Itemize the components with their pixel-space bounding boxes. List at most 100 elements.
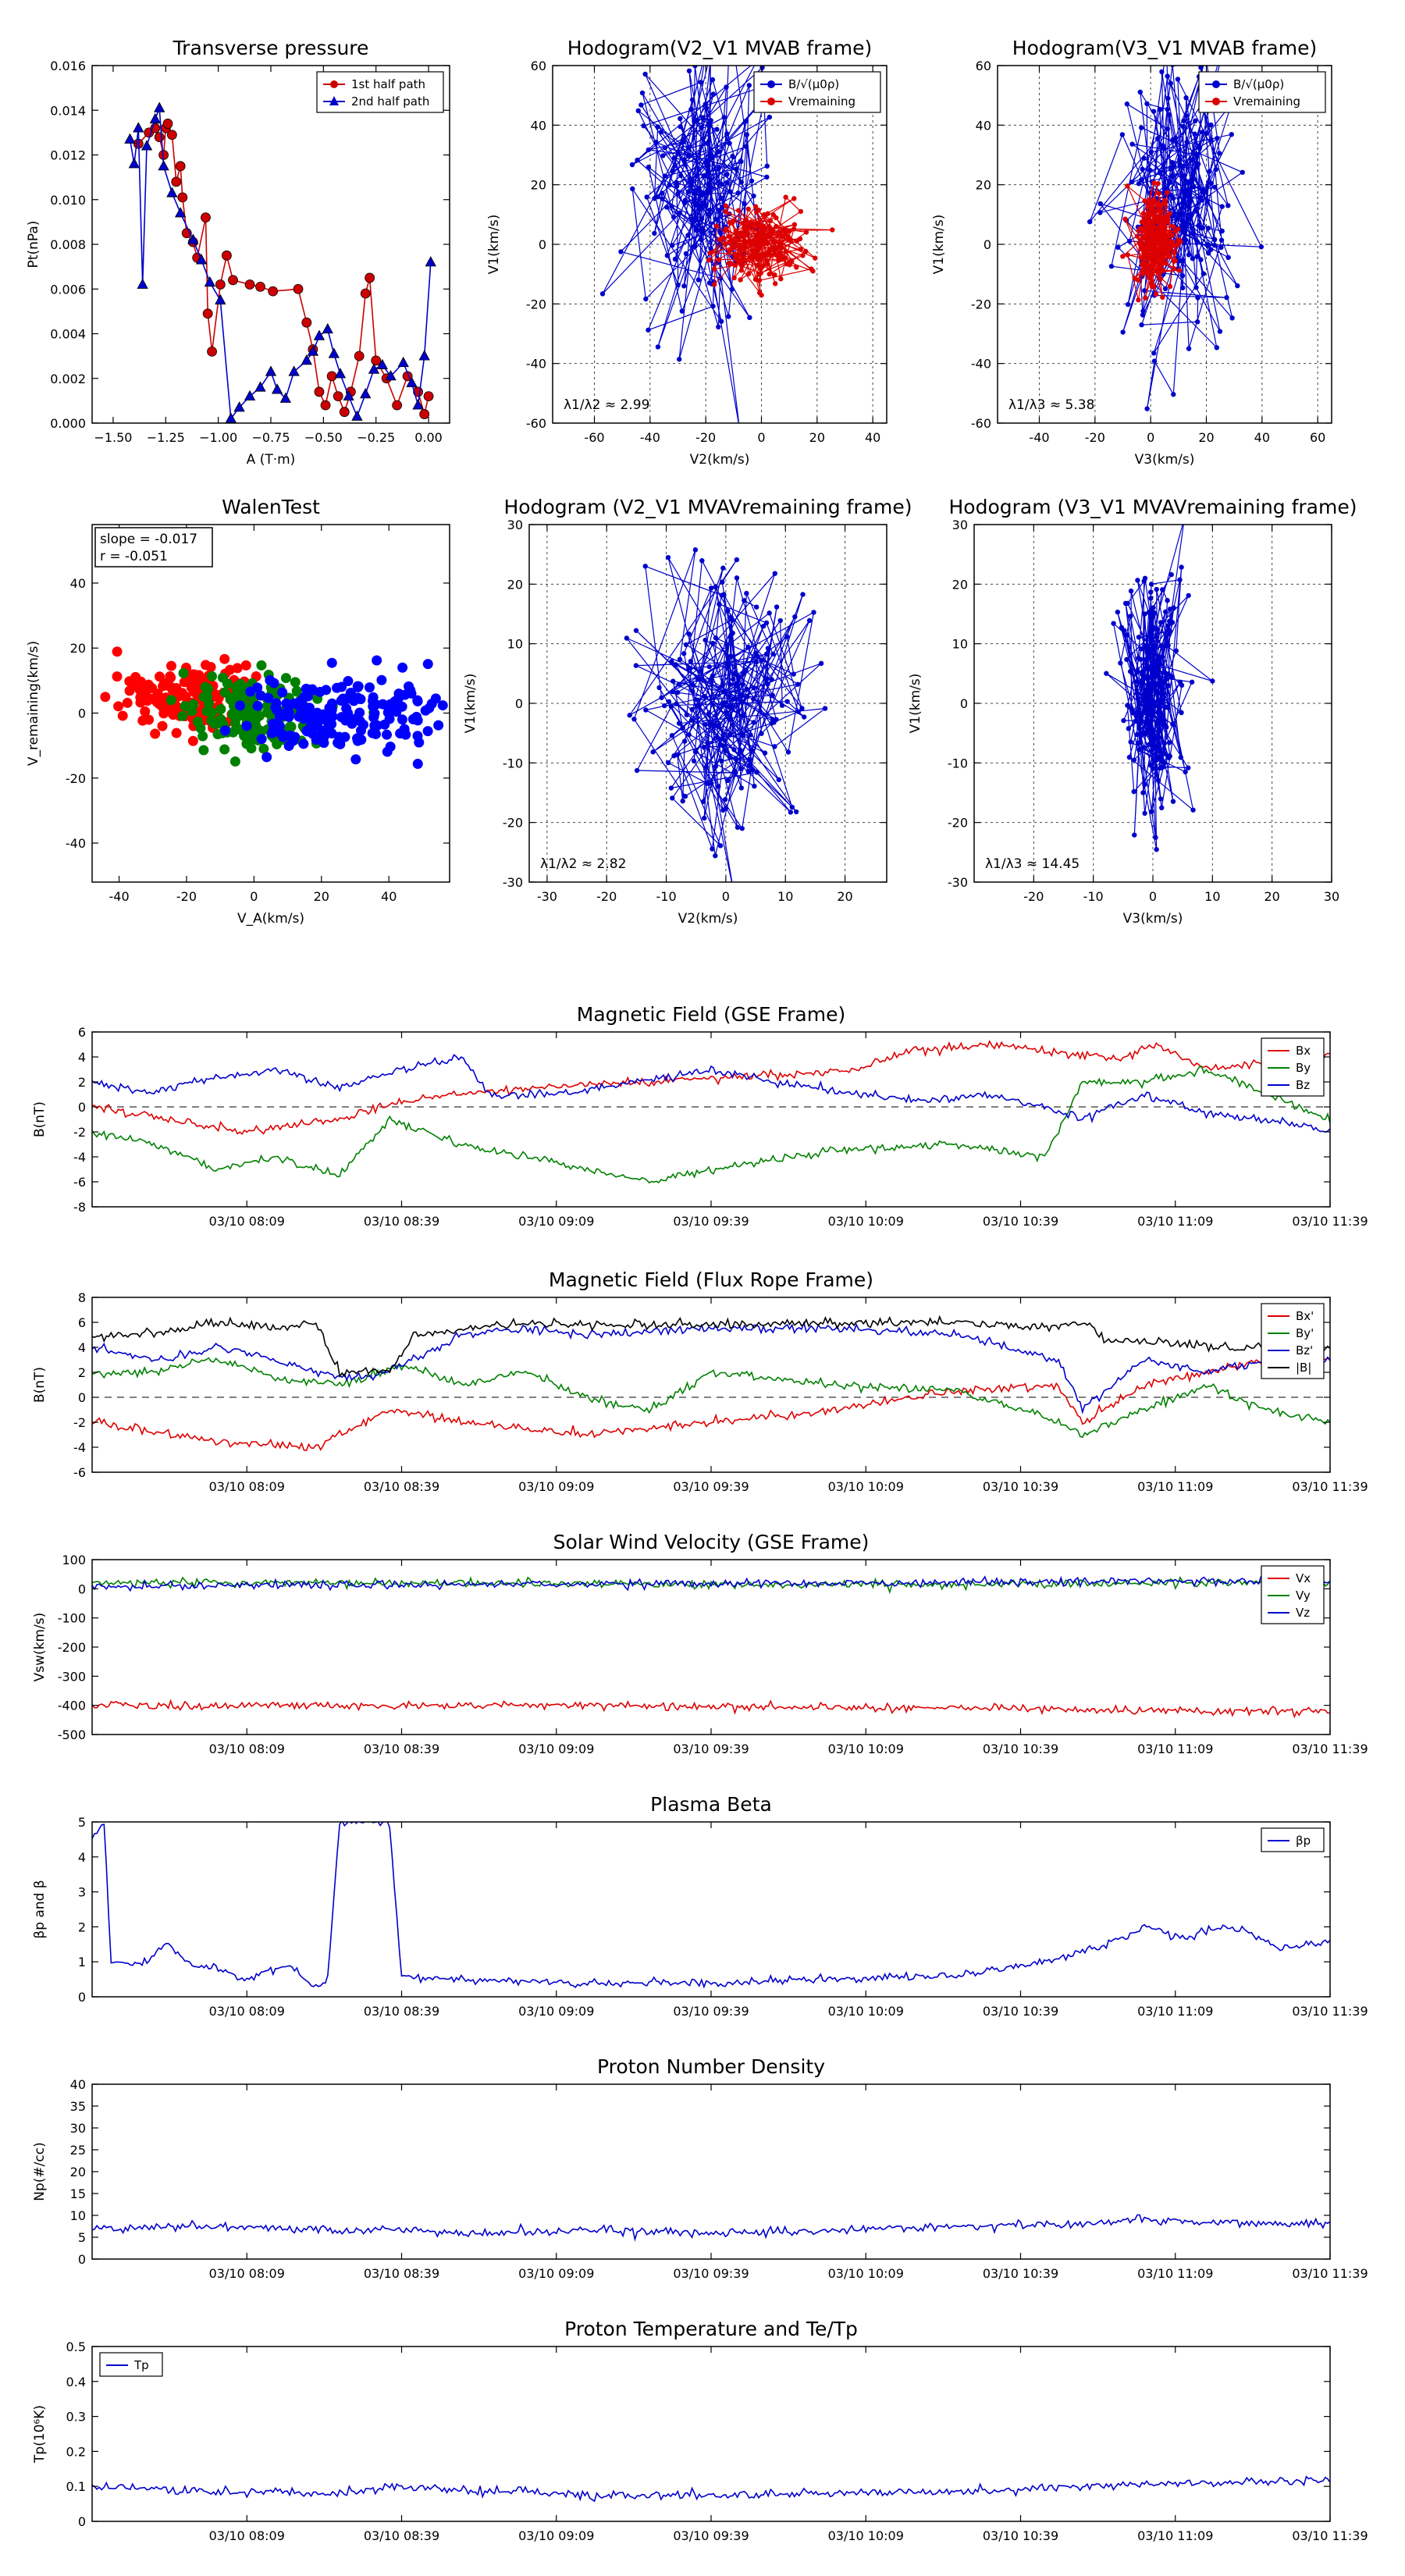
- data-point: [678, 116, 683, 122]
- data-point: [1141, 215, 1147, 221]
- data-point: [753, 235, 759, 240]
- y-tick-label: -4: [73, 1440, 86, 1455]
- data-point: [760, 624, 767, 629]
- data-point: [261, 707, 272, 718]
- data-point: [716, 165, 721, 171]
- data-point: [757, 237, 763, 242]
- data-point: [1194, 239, 1200, 244]
- data-point: [1152, 216, 1158, 222]
- data-point: [633, 663, 639, 668]
- data-point: [1147, 742, 1152, 747]
- legend-label: Vz: [1296, 1606, 1310, 1620]
- data-point: [1154, 586, 1159, 592]
- data-point: [682, 738, 688, 744]
- data-point: [340, 731, 350, 742]
- chart-title: Transverse pressure: [173, 37, 369, 59]
- y-tick-label: 60: [531, 59, 546, 73]
- data-point: [798, 247, 803, 252]
- data-point: [1160, 294, 1165, 301]
- data-point: [201, 706, 212, 717]
- data-point: [706, 212, 711, 217]
- data-point: [304, 726, 315, 737]
- data-point: [713, 584, 718, 590]
- data-point: [1169, 173, 1175, 179]
- data-point: [767, 271, 772, 277]
- x-tick-label: 03/10 08:39: [364, 1479, 439, 1494]
- data-point: [706, 257, 712, 263]
- y-tick-label: -400: [58, 1699, 86, 1713]
- data-point: [1168, 180, 1173, 185]
- data-point: [791, 226, 797, 232]
- data-layer: [599, 66, 835, 423]
- data-point: [688, 658, 694, 664]
- x-tick-label: 20: [1264, 889, 1279, 904]
- data-point: [727, 141, 732, 146]
- data-point: [716, 784, 721, 789]
- data-point: [734, 575, 740, 581]
- y-tick-label: -2: [73, 1415, 86, 1430]
- data-point: [1217, 329, 1223, 334]
- data-point: [1208, 247, 1214, 252]
- data-point: [1139, 226, 1144, 233]
- data-point: [1184, 179, 1190, 184]
- data-point: [1146, 220, 1152, 226]
- data-point: [1165, 597, 1170, 603]
- data-point: [372, 720, 382, 731]
- data-point: [1159, 686, 1165, 692]
- data-point: [629, 162, 635, 168]
- data-point: [700, 799, 706, 805]
- x-tick-label: 03/10 09:09: [518, 2528, 594, 2543]
- data-point: [708, 176, 713, 183]
- x-tick-label: 03/10 10:39: [983, 2004, 1058, 2019]
- y-tick-label: 60: [976, 59, 991, 73]
- data-point: [683, 251, 689, 257]
- data-point: [754, 770, 759, 775]
- data-point: [412, 759, 423, 770]
- data-point: [301, 354, 312, 365]
- data-point: [268, 286, 279, 297]
- data-point: [795, 709, 801, 714]
- data-point: [237, 710, 247, 720]
- chart-title: Plasma Beta: [650, 1793, 772, 1816]
- data-point: [727, 635, 734, 640]
- series-line-Tp: [92, 2475, 1330, 2503]
- data-point: [1141, 236, 1147, 241]
- legend-label: βp: [1296, 1834, 1311, 1848]
- data-point: [694, 117, 700, 123]
- data-point: [727, 754, 733, 760]
- x-axis-label: V2(km/s): [678, 911, 738, 927]
- data-point: [1161, 764, 1166, 770]
- data-point: [1224, 294, 1229, 301]
- data-point: [1179, 163, 1186, 169]
- data-point: [1154, 744, 1160, 749]
- data-point: [770, 212, 777, 218]
- data-point: [315, 686, 325, 697]
- data-point: [1171, 392, 1176, 397]
- data-point: [1186, 346, 1192, 351]
- data-point: [699, 216, 705, 222]
- data-point: [800, 253, 806, 258]
- data-point: [293, 711, 304, 722]
- data-point: [1229, 132, 1234, 137]
- x-tick-label: 03/10 08:39: [364, 2266, 439, 2281]
- data-point: [1149, 624, 1155, 629]
- legend-box: [316, 71, 444, 113]
- data-point: [745, 271, 752, 277]
- data-point: [779, 703, 785, 708]
- data-point: [719, 195, 724, 201]
- data-point: [1145, 241, 1151, 247]
- data-point: [703, 203, 709, 208]
- y-tick-label: -20: [526, 297, 546, 311]
- data-point: [688, 107, 694, 112]
- data-point: [677, 210, 683, 215]
- data-point: [681, 200, 688, 206]
- series-line-Np: [92, 2214, 1330, 2242]
- axes-frame: [91, 524, 450, 883]
- data-point: [783, 249, 789, 254]
- data-point: [763, 651, 770, 656]
- y-tick-label: 20: [507, 577, 523, 592]
- data-point: [198, 692, 209, 703]
- data-point: [720, 743, 727, 749]
- data-point: [698, 237, 704, 243]
- data-point: [1153, 665, 1159, 671]
